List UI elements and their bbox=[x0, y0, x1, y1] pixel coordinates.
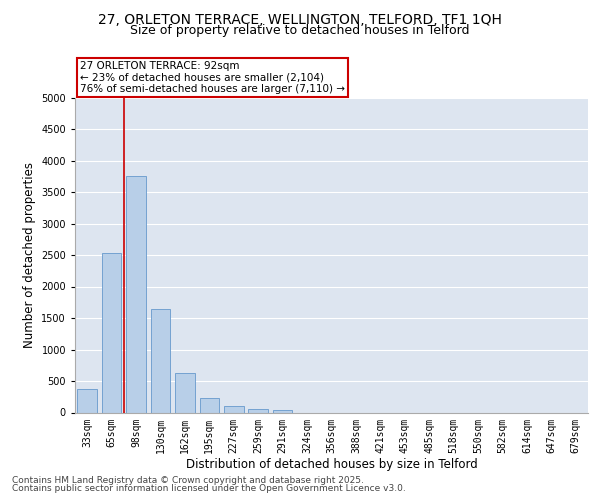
Bar bbox=[102, 253, 121, 412]
Bar bbox=[77, 388, 97, 412]
Text: Size of property relative to detached houses in Telford: Size of property relative to detached ho… bbox=[130, 24, 470, 37]
Bar bbox=[175, 374, 194, 412]
Bar bbox=[248, 409, 268, 412]
Text: Contains HM Land Registry data © Crown copyright and database right 2025.: Contains HM Land Registry data © Crown c… bbox=[12, 476, 364, 485]
Bar bbox=[151, 308, 170, 412]
X-axis label: Distribution of detached houses by size in Telford: Distribution of detached houses by size … bbox=[185, 458, 478, 471]
Text: 27 ORLETON TERRACE: 92sqm
← 23% of detached houses are smaller (2,104)
76% of se: 27 ORLETON TERRACE: 92sqm ← 23% of detac… bbox=[80, 61, 345, 94]
Bar bbox=[127, 176, 146, 412]
Bar bbox=[273, 410, 292, 412]
Bar bbox=[224, 406, 244, 412]
Y-axis label: Number of detached properties: Number of detached properties bbox=[23, 162, 35, 348]
Bar bbox=[200, 398, 219, 412]
Text: Contains public sector information licensed under the Open Government Licence v3: Contains public sector information licen… bbox=[12, 484, 406, 493]
Text: 27, ORLETON TERRACE, WELLINGTON, TELFORD, TF1 1QH: 27, ORLETON TERRACE, WELLINGTON, TELFORD… bbox=[98, 12, 502, 26]
